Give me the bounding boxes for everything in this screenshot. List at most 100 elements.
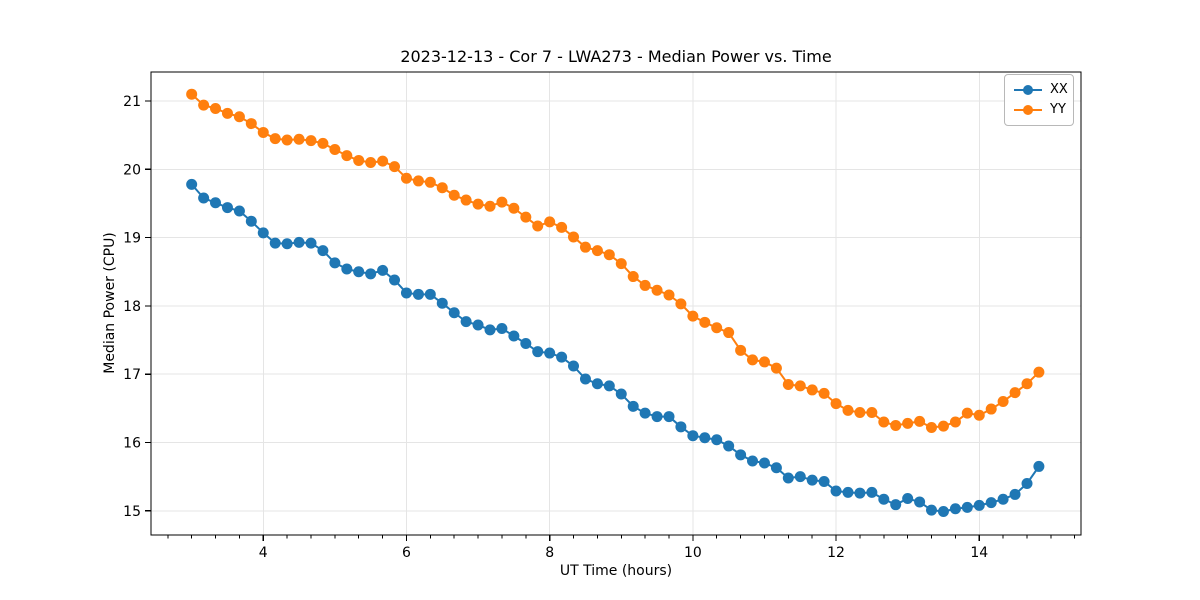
series-xx-marker xyxy=(365,268,377,280)
series-xx-marker xyxy=(544,347,556,359)
series-xx-marker xyxy=(389,274,401,286)
series-xx-marker xyxy=(520,337,532,349)
series-xx-marker xyxy=(591,378,603,390)
series-yy-marker xyxy=(997,396,1009,408)
series-yy-marker xyxy=(782,378,794,390)
series-yy-marker xyxy=(985,403,997,415)
series-yy-marker xyxy=(878,416,890,428)
series-yy-marker xyxy=(770,362,782,374)
series-yy-marker xyxy=(723,327,735,339)
series-xx-marker xyxy=(985,497,997,509)
series-yy-marker xyxy=(758,356,770,368)
x-tick-label: 6 xyxy=(402,545,411,561)
y-tick-label: 20 xyxy=(123,162,141,178)
series-xx-marker xyxy=(866,486,878,498)
series-yy-marker xyxy=(830,398,842,410)
series-yy-marker xyxy=(890,419,902,431)
series-xx-marker xyxy=(926,504,938,516)
series-xx-marker xyxy=(353,266,365,278)
series-yy-marker xyxy=(377,155,389,167)
series-xx-marker xyxy=(818,475,830,487)
series-yy-marker xyxy=(794,380,806,392)
chart-title: 2023-12-13 - Cor 7 - LWA273 - Median Pow… xyxy=(400,47,832,66)
series-yy-marker xyxy=(317,137,329,149)
series-yy-marker xyxy=(329,144,341,156)
series-xx-marker xyxy=(269,237,281,249)
y-tick-label: 15 xyxy=(123,504,141,520)
series-xx-marker xyxy=(472,319,484,331)
series-xx-marker xyxy=(460,316,472,328)
series-yy-marker xyxy=(687,310,699,322)
series-yy-marker xyxy=(651,284,663,296)
series-xx-marker xyxy=(210,197,222,209)
series-yy-marker xyxy=(389,161,401,173)
series-yy-marker xyxy=(675,298,687,310)
series-xx-marker xyxy=(377,264,389,276)
series-xx-marker xyxy=(735,449,747,461)
series-xx-marker xyxy=(961,501,973,513)
series-yy-marker xyxy=(257,126,269,138)
series-xx-marker xyxy=(687,430,699,442)
series-yy-marker xyxy=(747,354,759,366)
series-yy-marker xyxy=(508,202,520,214)
series-yy-marker xyxy=(221,107,233,119)
series-yy-marker xyxy=(639,279,651,291)
series-xx-marker xyxy=(615,388,627,400)
series-yy-marker xyxy=(663,289,675,301)
series-xx-marker xyxy=(484,324,496,336)
y-tick-label: 16 xyxy=(123,436,141,452)
series-yy-marker xyxy=(460,194,472,206)
series-xx-marker xyxy=(424,288,436,300)
series-yy-marker xyxy=(961,407,973,419)
series-yy-marker xyxy=(699,316,711,328)
series-yy-marker xyxy=(245,118,257,130)
series-xx-marker xyxy=(1021,478,1033,490)
series-xx-marker xyxy=(412,288,424,300)
series-yy-marker xyxy=(1009,387,1021,399)
series-xx-marker xyxy=(400,287,412,299)
series-yy-marker xyxy=(914,415,926,427)
series-xx-marker xyxy=(758,457,770,469)
series-yy-marker xyxy=(579,241,591,253)
series-xx-marker xyxy=(711,434,723,446)
series-yy-marker xyxy=(186,88,198,100)
x-tick-label: 12 xyxy=(827,545,845,561)
series-yy-marker xyxy=(484,200,496,212)
y-tick-label: 19 xyxy=(123,231,141,247)
legend-label-yy: YY xyxy=(1050,102,1066,117)
series-xx-marker xyxy=(949,503,961,515)
series-yy-marker xyxy=(520,211,532,223)
series-yy-marker xyxy=(902,417,914,429)
series-yy-marker xyxy=(1021,378,1033,390)
series-xx-marker xyxy=(651,411,663,423)
series-yy-marker xyxy=(937,420,949,432)
series-xx-marker xyxy=(448,307,460,319)
series-yy-marker xyxy=(341,150,353,162)
series-xx-marker xyxy=(496,322,508,334)
series-xx-marker xyxy=(305,237,317,249)
series-yy-marker xyxy=(591,245,603,257)
x-tick-label: 10 xyxy=(684,545,702,561)
series-yy-marker xyxy=(532,220,544,232)
series-xx-marker xyxy=(806,474,818,486)
series-xx-marker xyxy=(854,487,866,499)
y-tick-label: 21 xyxy=(123,94,141,110)
plot-border xyxy=(150,71,1082,536)
series-xx-marker xyxy=(878,493,890,505)
y-tick-label: 17 xyxy=(123,367,141,383)
series-xx-marker xyxy=(1033,460,1045,472)
legend-item-yy: YY xyxy=(1013,101,1066,119)
series-yy-marker xyxy=(210,103,222,115)
series-yy-marker xyxy=(926,421,938,433)
series-xx-marker xyxy=(281,238,293,250)
series-xx-marker xyxy=(233,205,245,217)
series-xx-marker xyxy=(723,440,735,452)
series-xx-marker xyxy=(794,471,806,483)
series-xx-marker xyxy=(902,493,914,505)
series-xx-marker xyxy=(675,421,687,433)
series-xx-marker xyxy=(532,346,544,358)
legend-item-xx: XX xyxy=(1013,81,1068,99)
series-xx-marker xyxy=(627,400,639,412)
series-xx-marker xyxy=(329,257,341,269)
